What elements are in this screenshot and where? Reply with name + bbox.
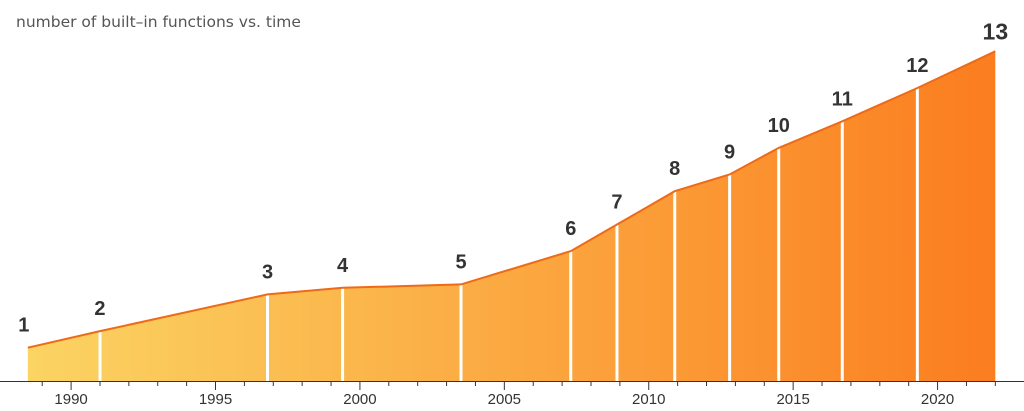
version-label: 5: [455, 251, 466, 273]
chart-title: number of built–in functions vs. time: [16, 13, 301, 31]
x-tick-label: 2020: [921, 391, 954, 408]
area-fill: [27, 51, 996, 382]
x-tick-label: 2005: [488, 391, 521, 408]
x-tick-label: 1995: [199, 391, 232, 408]
version-label: 3: [262, 261, 273, 283]
version-label: 13: [983, 18, 1009, 44]
version-label: 12: [906, 55, 928, 77]
version-label: 10: [768, 115, 790, 137]
version-label: 6: [565, 218, 576, 240]
version-label: 8: [669, 158, 680, 180]
x-tick-label: 2015: [776, 391, 809, 408]
version-label: 4: [337, 255, 349, 277]
version-label: 7: [611, 191, 622, 213]
x-tick-label: 2000: [343, 391, 376, 408]
version-label: 2: [94, 298, 105, 320]
series-line: [27, 50, 996, 349]
version-label: 11: [832, 88, 853, 110]
x-tick-label: 1990: [54, 391, 87, 408]
x-tick-label: 2010: [632, 391, 665, 408]
version-label: 9: [724, 142, 735, 164]
version-label: 1: [18, 315, 29, 337]
